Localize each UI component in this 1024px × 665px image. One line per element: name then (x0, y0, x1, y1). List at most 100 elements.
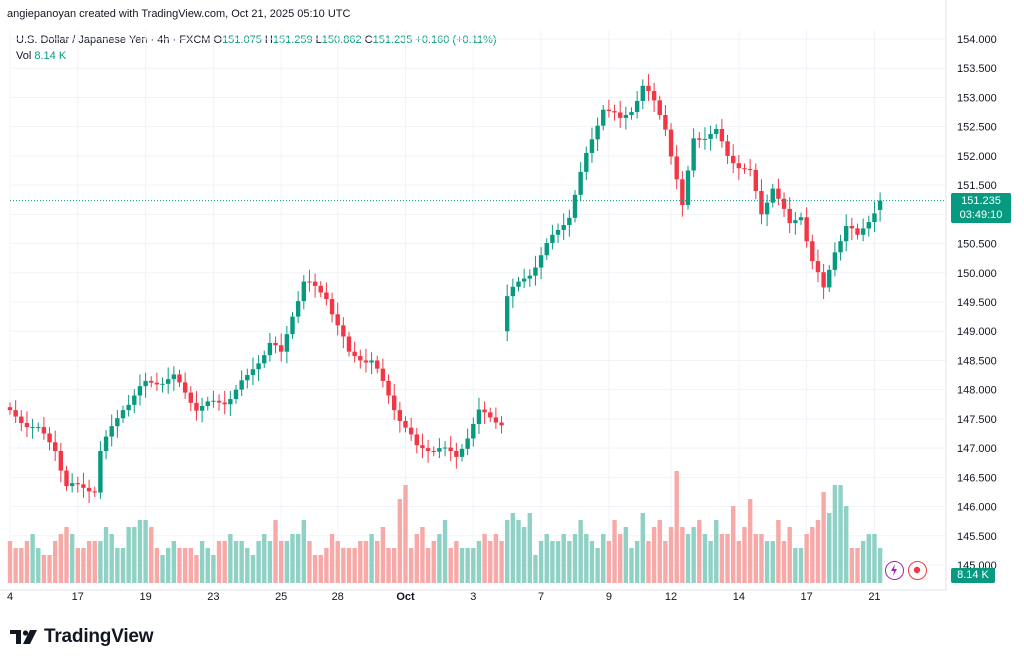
volume-bar (245, 548, 250, 583)
volume-bar (482, 534, 487, 583)
volume-bar (578, 520, 583, 583)
time-axis-label: 25 (275, 591, 287, 603)
volume-bar (572, 534, 578, 583)
candle-body (844, 226, 849, 242)
volume-bar (120, 548, 126, 583)
candle-body (798, 217, 804, 221)
candle-body (521, 278, 527, 282)
candle-body (425, 448, 431, 452)
volume-bar (256, 541, 261, 583)
candle-body (476, 409, 482, 425)
candle-body (109, 426, 114, 437)
volume-bar (279, 541, 284, 583)
volume-bar (307, 541, 312, 583)
volume-bar (691, 527, 696, 583)
candle-body (245, 375, 250, 381)
candle-body (103, 436, 109, 452)
volume-bar (98, 541, 103, 583)
time-axis-label: 28 (332, 591, 344, 603)
volume-bar (81, 548, 86, 583)
candle-body (369, 360, 374, 363)
volume-bar (505, 520, 510, 583)
candle-body (166, 379, 171, 384)
candle-body (866, 222, 871, 229)
candle-body (420, 445, 425, 449)
time-axis-label: 19 (139, 591, 151, 603)
price-axis-label: 153.000 (957, 92, 997, 104)
volume-bar (58, 534, 64, 583)
tradingview-logo[interactable]: TradingView (10, 626, 154, 648)
volume-bar (222, 541, 227, 583)
volume-bar (369, 534, 374, 583)
volume-bar (714, 520, 719, 583)
volume-bar (753, 534, 758, 583)
time-axis-label: Oct (396, 591, 415, 603)
candle-body (550, 234, 555, 243)
volume-bar (855, 548, 860, 583)
volume-bar (589, 541, 595, 583)
candle-body (646, 85, 651, 92)
candle-body (482, 409, 487, 413)
volume-bar (663, 541, 668, 583)
candle-body (24, 422, 30, 428)
candle-body (115, 418, 120, 427)
volume-bar (595, 548, 600, 583)
candle-body (160, 383, 165, 385)
volume-bar (403, 485, 408, 583)
candle-body (623, 114, 629, 118)
candle-body (143, 380, 148, 387)
volume-bar (103, 527, 109, 583)
volume-bar (521, 527, 527, 583)
candle-body (725, 141, 730, 156)
volume-bar (109, 534, 114, 583)
candle-body (860, 228, 866, 235)
candle-body (301, 281, 306, 302)
flash-icon[interactable] (885, 561, 904, 580)
record-icon[interactable] (908, 561, 927, 580)
volume-bar (527, 513, 532, 583)
price-axis-label: 153.500 (957, 63, 997, 75)
volume-bar (216, 541, 222, 583)
candle-body (651, 91, 657, 101)
volume-bar (860, 541, 866, 583)
candle-body (279, 345, 284, 352)
candle-body (572, 194, 578, 218)
candle-body (414, 434, 419, 446)
candle-body (877, 200, 883, 210)
close-value: 151.235 (372, 34, 413, 46)
candle-body (736, 163, 742, 169)
volume-bar (810, 527, 815, 583)
volume-bar (584, 534, 589, 583)
candle-body (295, 301, 301, 317)
candle-body (64, 470, 69, 487)
candle-body (595, 125, 600, 140)
candle-body (58, 451, 64, 471)
candle-body (561, 225, 566, 230)
candle-body (7, 407, 13, 411)
candle-body (47, 433, 52, 443)
volume-bar (13, 548, 18, 583)
candle-body (380, 368, 386, 381)
candle-body (697, 138, 702, 140)
volume-bar (646, 541, 651, 583)
candle-body (770, 188, 775, 203)
candle-body (284, 334, 290, 352)
volume-tag: 8.14 K (951, 568, 995, 583)
volume-bar (47, 555, 52, 583)
candle-body (267, 342, 273, 356)
price-axis-label: 151.500 (957, 180, 997, 192)
candle-body (584, 152, 589, 172)
candle-body (36, 427, 41, 429)
bar-countdown: 03:49:10 (959, 209, 1003, 221)
candle-body (663, 114, 668, 130)
volume-bar (866, 534, 871, 583)
candle-body (352, 351, 357, 357)
volume-bar (132, 527, 137, 583)
candle-body (759, 190, 764, 215)
volume-bar (115, 548, 120, 583)
candle-body (668, 129, 674, 157)
candle-body (397, 410, 403, 421)
volume-bar (177, 548, 182, 583)
volume-bar (697, 520, 702, 583)
